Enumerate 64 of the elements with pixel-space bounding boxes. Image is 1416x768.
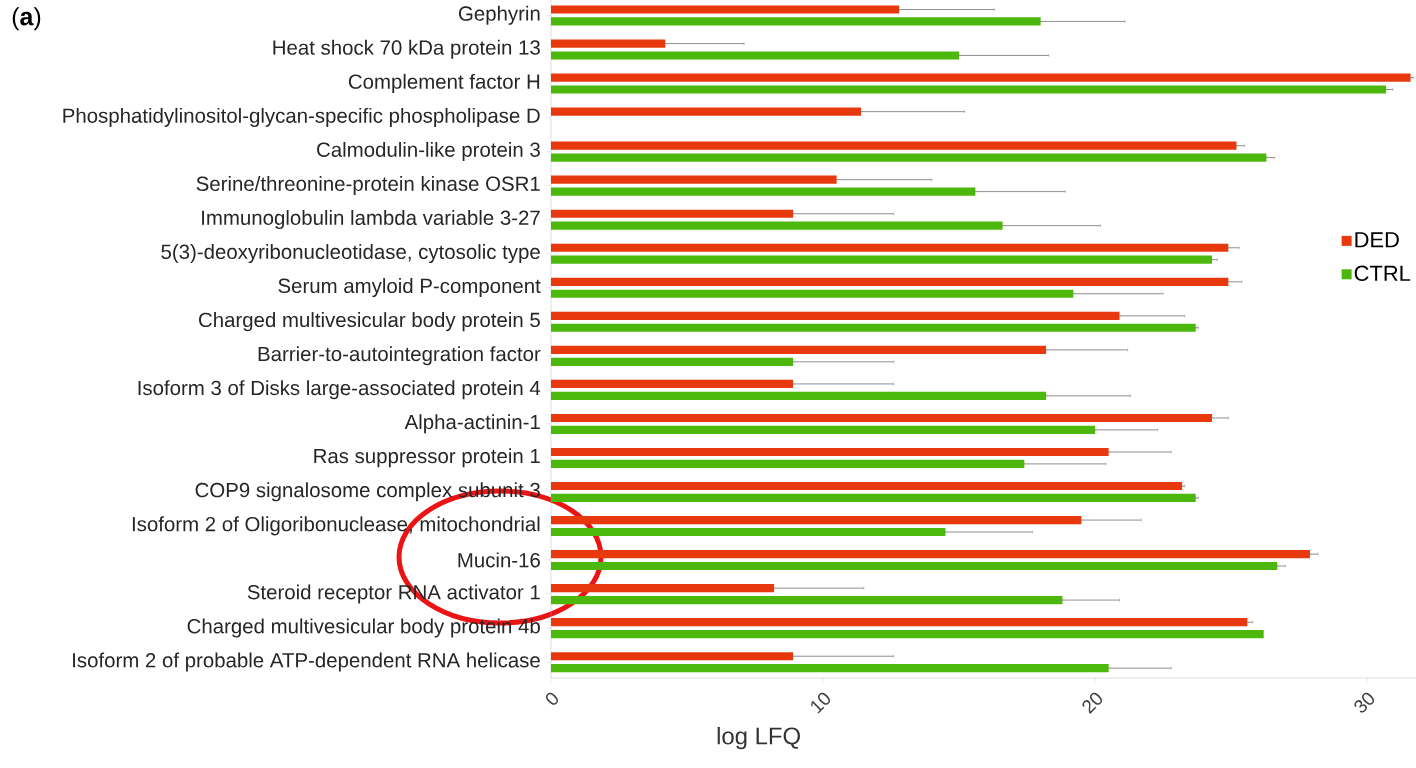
y-tick-label: Isoform 2 of probable ATP-dependent RNA helicase bbox=[73, 652, 540, 672]
y-tick-label: Charged multivesicular body protein 4b bbox=[187, 618, 540, 638]
legend-label: CTRL bbox=[1354, 265, 1411, 282]
bar bbox=[551, 17, 1041, 26]
bar bbox=[551, 209, 794, 218]
y-tick-label: Mucin-16 bbox=[458, 552, 540, 568]
bar bbox=[551, 323, 1196, 332]
y-tick-label: Serum amyloid P-component bbox=[278, 278, 541, 298]
bar bbox=[551, 345, 1047, 354]
y-tick-label: 5(3)-deoxyribonucleotidase, cytosolic type bbox=[161, 244, 540, 264]
bar bbox=[551, 584, 775, 593]
bar bbox=[551, 413, 1213, 423]
x-tick-label: 10 bbox=[811, 692, 831, 714]
bar bbox=[551, 73, 1411, 82]
x-axis-title: log LFQ bbox=[717, 726, 800, 750]
bar bbox=[551, 379, 794, 389]
y-tick-label: Ras suppressor protein 1 bbox=[314, 448, 540, 468]
bar bbox=[551, 425, 1096, 434]
y-tick-label: Heat shock 70 kDa protein 13 bbox=[273, 39, 540, 59]
y-tick-label: Isoform 3 of Disks large-associated protein 4 bbox=[138, 380, 541, 400]
x-tick-label: 30 bbox=[1354, 692, 1375, 713]
y-tick-label: Alpha-actinin-1 bbox=[404, 414, 540, 434]
bar bbox=[551, 664, 1109, 673]
bar bbox=[551, 51, 960, 60]
bar bbox=[551, 630, 1264, 639]
x-tick-label: 20 bbox=[1082, 692, 1103, 714]
bar bbox=[551, 595, 1063, 605]
bar bbox=[551, 39, 666, 48]
y-tick-label: Complement factor H bbox=[348, 73, 540, 93]
bar bbox=[551, 357, 794, 366]
y-tick-label: Calmodulin-like protein 3 bbox=[317, 141, 540, 161]
bar bbox=[551, 175, 837, 184]
y-tick-label: Gephyrin bbox=[458, 5, 540, 25]
bar bbox=[551, 187, 976, 196]
bar bbox=[551, 221, 1003, 230]
y-tick-label: Immunoglobulin lambda variable 3-27 bbox=[202, 210, 540, 230]
bar bbox=[551, 5, 900, 14]
bar bbox=[551, 447, 1109, 457]
bar bbox=[551, 515, 1082, 525]
y-tick-label: Charged multivesicular body protein 5 bbox=[199, 312, 540, 332]
bar bbox=[551, 652, 794, 661]
bar bbox=[551, 618, 1248, 627]
bar bbox=[551, 107, 862, 116]
legend-label: DED bbox=[1355, 232, 1399, 248]
bar bbox=[551, 481, 1183, 491]
bar bbox=[551, 289, 1074, 298]
y-tick-label: Phosphatidylinositol-glycan-specific phospholipase D bbox=[63, 107, 540, 127]
bar bbox=[551, 141, 1237, 150]
bar bbox=[551, 153, 1267, 162]
bar bbox=[551, 527, 946, 537]
bar bbox=[551, 550, 1310, 559]
x-tick-label: 0 bbox=[545, 692, 559, 705]
bar bbox=[551, 493, 1196, 503]
bar bbox=[551, 255, 1213, 264]
bar bbox=[551, 85, 1387, 94]
bar bbox=[551, 459, 1025, 468]
text: (a) bbox=[12, 7, 41, 31]
bar bbox=[551, 311, 1120, 320]
y-tick-label: Barrier-to-autointegration factor bbox=[258, 346, 541, 366]
y-tick-label: Serine/threonine-protein kinase OSR1 bbox=[196, 175, 540, 196]
bar bbox=[551, 391, 1047, 400]
bar bbox=[551, 561, 1278, 571]
bar bbox=[551, 277, 1229, 286]
bar bbox=[551, 243, 1229, 252]
